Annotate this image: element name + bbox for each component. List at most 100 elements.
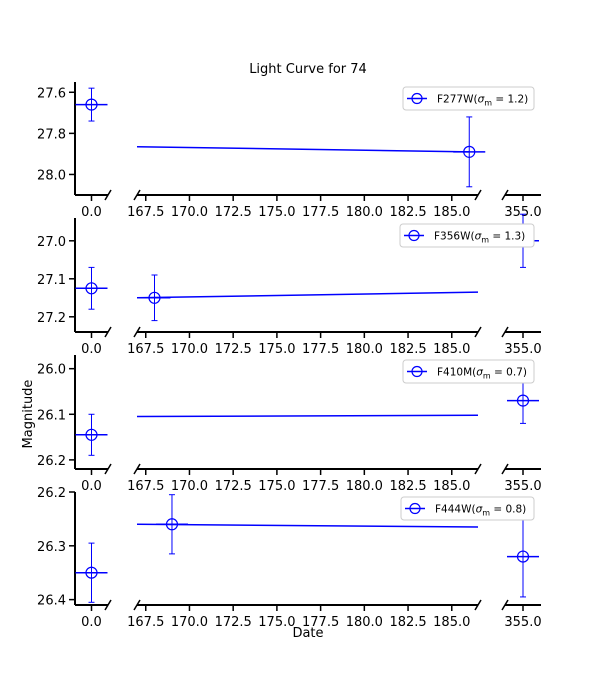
axis-break-mark-4 (501, 599, 509, 611)
panel-3: 26.0 26.1 26.2 0.0 167.5 170.0 172.5 175.0 177.5… (37, 355, 542, 494)
y-tick-label: 26.2 (37, 486, 66, 501)
legend-frame (402, 359, 535, 384)
axis-break-mark-1 (104, 189, 112, 201)
data-point (75, 87, 108, 122)
x-tick-label: 167.5 (127, 205, 164, 220)
axis-break-mark-2 (133, 326, 141, 338)
x-tick-label: 172.5 (215, 342, 252, 357)
legend-swatch-marker (411, 92, 423, 105)
trend-line (136, 291, 479, 299)
legend: F410M(σm = 0.7) (402, 359, 535, 384)
x-tick-label: 177.5 (302, 615, 339, 630)
legend: F356W(σm = 1.3) (399, 223, 535, 248)
data-point (75, 266, 108, 310)
trend-line (136, 145, 470, 153)
data-point (453, 116, 486, 188)
legend-label: F444W(σm = 0.8) (435, 504, 526, 518)
x-tick-label: 177.5 (302, 479, 339, 494)
x-tick-label: 185.0 (433, 615, 470, 630)
axis-break-mark-2 (133, 599, 141, 611)
x-tick-label: 180.0 (346, 479, 383, 494)
x-tick-label: 170.0 (171, 205, 208, 220)
axis-break-mark-1 (104, 599, 112, 611)
chart-title: Light Curve for 74 (249, 62, 367, 77)
x-tick-label: 0.0 (81, 479, 102, 494)
y-tick-label: 26.0 (37, 363, 66, 378)
legend: F444W(σm = 0.8) (400, 496, 535, 521)
y-tick-label: 28.0 (37, 168, 66, 183)
trend-line (136, 523, 479, 528)
axis-break-mark-3 (474, 189, 482, 201)
point-marker-circle (165, 518, 179, 531)
x-tick-label: 0.0 (81, 342, 102, 357)
axis-break-mark-1 (104, 463, 112, 475)
data-point (507, 515, 539, 598)
data-point (138, 274, 171, 322)
x-tick-label: 172.5 (215, 479, 252, 494)
x-tick-label: 185.0 (433, 479, 470, 494)
y-tick-label: 26.4 (37, 594, 66, 609)
point-marker-circle (148, 291, 161, 304)
axis-break-mark-1 (104, 326, 112, 338)
y-tick-label: 26.2 (37, 454, 66, 469)
x-tick-label: 185.0 (433, 205, 470, 220)
point-marker-circle (463, 145, 476, 158)
x-tick-label: 180.0 (346, 205, 383, 220)
y-tick-label: 27.0 (37, 235, 66, 250)
x-tick-label: 355.0 (504, 479, 541, 494)
data-point (507, 377, 539, 424)
legend-frame (400, 496, 535, 521)
panel-4: 26.2 26.3 26.4 0.0 167.5 170.0 172.5 175.0 177.5… (37, 486, 542, 630)
x-tick-label: 0.0 (81, 205, 102, 220)
axis-break-mark-2 (133, 189, 141, 201)
panel-2: 27.0 27.1 27.2 0.0 167.5 170.0 172.5 175.0 177.5… (37, 213, 542, 357)
point-marker-circle (85, 282, 98, 295)
legend-swatch-marker (408, 229, 420, 242)
x-tick-label: 170.0 (171, 615, 208, 630)
legend-frame (402, 86, 535, 111)
data-point (155, 494, 188, 555)
data-point (75, 413, 108, 456)
x-tick-label: 167.5 (127, 615, 164, 630)
legend: F277W(σm = 1.2) (402, 86, 535, 111)
panel-1: 27.6 27.8 28.0 0.0 167.5 170.0 172.5 175.0 177.5… (37, 82, 542, 220)
x-tick-label: 182.5 (389, 342, 426, 357)
legend-frame (399, 223, 535, 248)
x-tick-label: 170.0 (171, 479, 208, 494)
x-tick-label: 172.5 (215, 615, 252, 630)
x-tick-label: 175.0 (258, 479, 295, 494)
x-tick-label: 172.5 (215, 205, 252, 220)
legend-swatch-marker (411, 365, 423, 378)
x-tick-label: 170.0 (171, 342, 208, 357)
legend-swatch-marker (409, 502, 421, 515)
y-tick-label: 27.6 (37, 86, 66, 101)
axis-break-mark-4 (501, 326, 509, 338)
y-tick-label: 26.3 (37, 540, 66, 555)
point-marker-circle (516, 394, 530, 407)
axis-break-mark-4 (501, 463, 509, 475)
point-marker-circle (516, 550, 530, 563)
legend-label: F410M(σm = 0.7) (437, 367, 527, 381)
x-tick-label: 182.5 (389, 479, 426, 494)
axis-break-mark-3 (474, 326, 482, 338)
x-tick-label: 355.0 (504, 205, 541, 220)
x-tick-label: 175.0 (258, 205, 295, 220)
y-tick-label: 27.2 (37, 311, 66, 326)
x-axis-label: Date (292, 626, 323, 641)
y-tick-label: 27.8 (37, 127, 66, 142)
legend-label: F277W(σm = 1.2) (437, 94, 528, 108)
axis-break-mark-2 (133, 463, 141, 475)
legend-label: F356W(σm = 1.3) (434, 231, 525, 245)
x-tick-label: 355.0 (504, 342, 541, 357)
axis-break-mark-3 (474, 463, 482, 475)
y-axis-label: Magnitude (21, 380, 36, 449)
y-tick-label: 27.1 (37, 273, 66, 288)
x-tick-label: 177.5 (302, 205, 339, 220)
x-tick-label: 185.0 (433, 342, 470, 357)
x-tick-label: 0.0 (81, 615, 102, 630)
x-tick-label: 182.5 (389, 205, 426, 220)
point-marker-circle (85, 428, 98, 441)
point-marker-circle (85, 98, 98, 111)
point-marker-circle (85, 566, 98, 579)
